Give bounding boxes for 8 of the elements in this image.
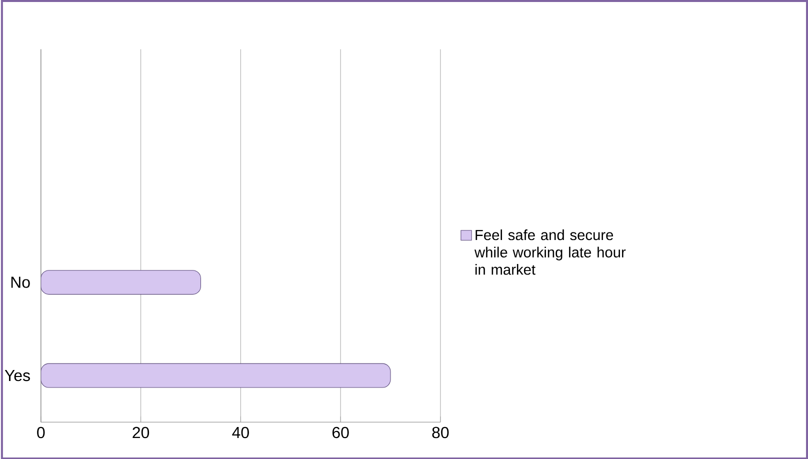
x-tick-label: 0 <box>37 426 45 438</box>
x-tick-label: 20 <box>132 426 150 438</box>
y-tick-label: Yes <box>4 370 30 381</box>
x-tick-label: 80 <box>432 426 449 438</box>
y-tick-label: No <box>11 276 30 288</box>
legend-label: Feel safe and secure while working late hour in market <box>474 229 626 275</box>
x-tick-label: 40 <box>232 426 249 438</box>
x-tick-label: 60 <box>332 426 349 438</box>
